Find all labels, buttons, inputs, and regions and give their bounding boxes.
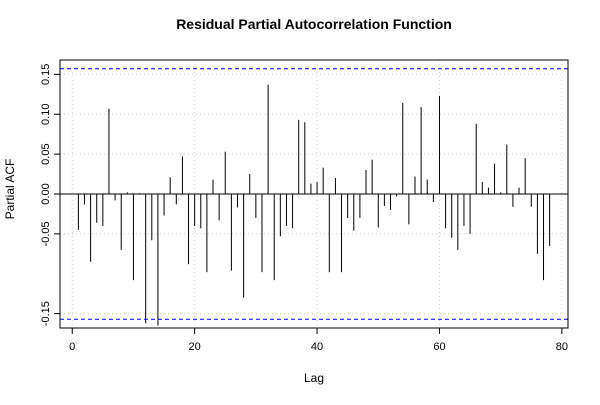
y-tick-label: 0.10 [40, 104, 52, 125]
x-tick-label: 0 [69, 341, 75, 353]
x-tick-label: 80 [556, 341, 568, 353]
y-tick-label: 0.15 [40, 64, 52, 85]
y-axis-label: Partial ACF [3, 159, 17, 220]
pacf-bars [60, 84, 568, 326]
y-tick-label: -0.05 [40, 221, 52, 246]
x-tick-label: 60 [433, 341, 445, 353]
y-tick-label: 0.00 [40, 183, 52, 204]
y-tick-label: 0.05 [40, 143, 52, 164]
x-tick-label: 40 [311, 341, 323, 353]
x-axis-label: Lag [304, 371, 324, 385]
chart-title: Residual Partial Autocorrelation Functio… [176, 16, 452, 32]
x-axis: 0 20 40 60 80 [69, 328, 568, 353]
x-tick-label: 20 [189, 341, 201, 353]
y-tick-label: -0.15 [40, 301, 52, 326]
confidence-bounds [60, 68, 568, 320]
y-axis: -0.15 -0.05 0.00 0.05 0.10 0.15 [40, 64, 60, 326]
